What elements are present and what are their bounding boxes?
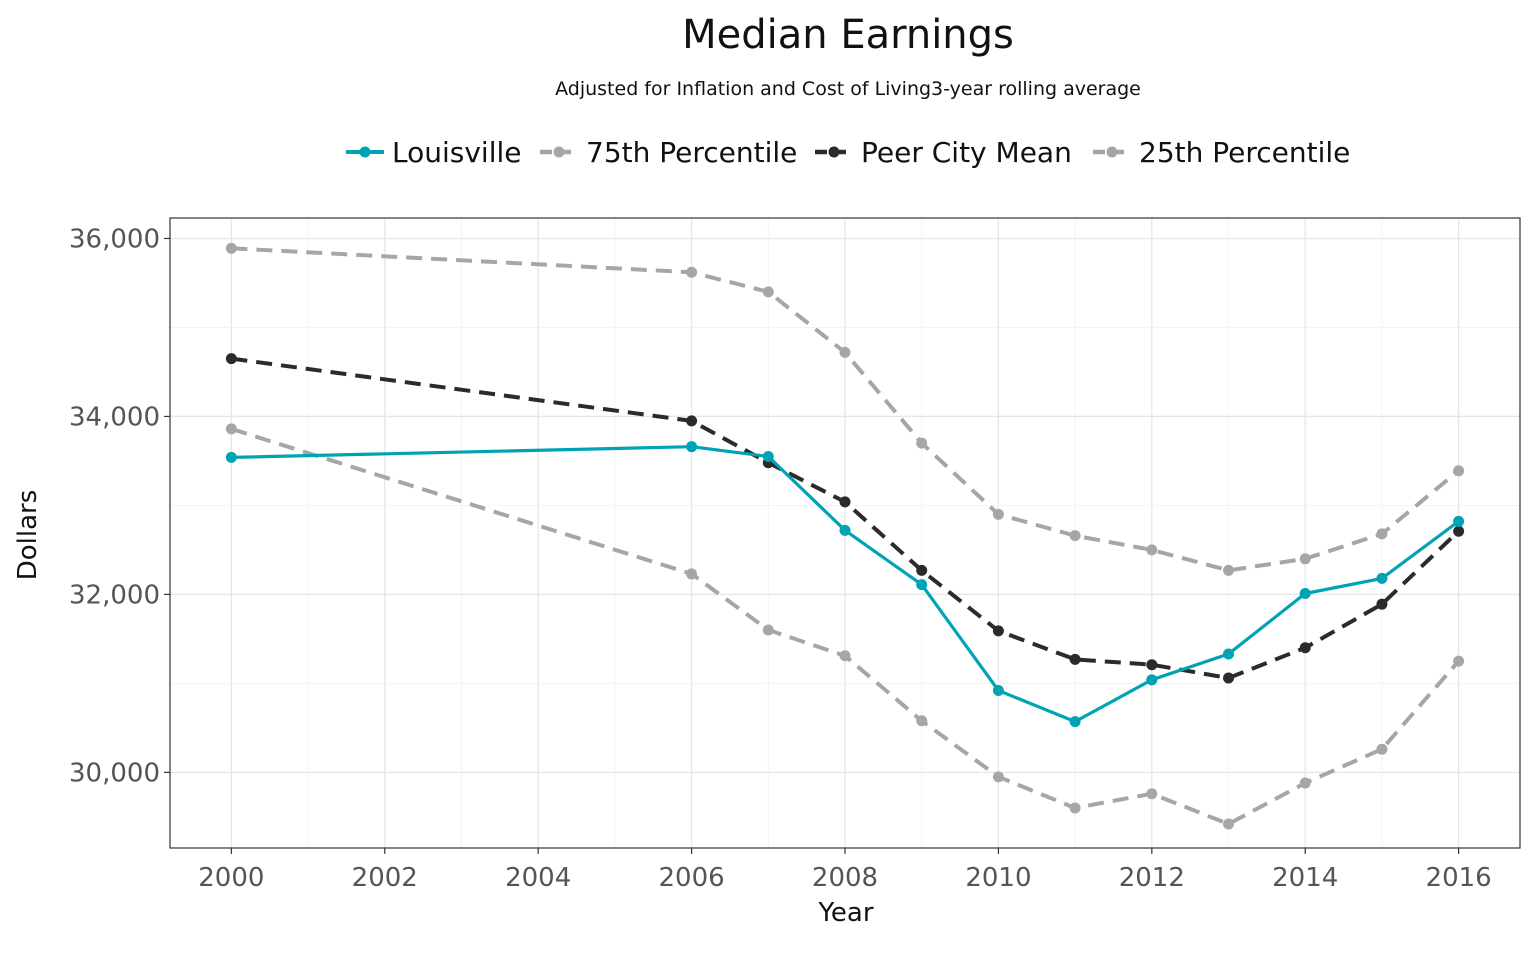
data-point (1376, 598, 1388, 610)
chart-subtitle: Adjusted for Inflation and Cost of Livin… (555, 78, 1141, 100)
x-tick-label: 2000 (198, 863, 264, 893)
grid-lines (170, 218, 1520, 848)
data-point (686, 266, 698, 278)
data-point (992, 508, 1004, 520)
legend-swatch-point (553, 146, 565, 158)
x-tick-label: 2014 (1272, 863, 1338, 893)
data-point (686, 441, 698, 453)
series-layer (225, 242, 1465, 830)
data-point (762, 286, 774, 298)
data-point (1299, 588, 1311, 600)
series-line (230, 426, 1461, 826)
legend-label: 25th Percentile (1139, 136, 1350, 169)
series-75th-percentile (225, 242, 1465, 576)
data-point (1453, 515, 1465, 527)
data-point (1223, 672, 1235, 684)
data-point (762, 624, 774, 636)
data-point (225, 242, 237, 254)
data-point (916, 564, 928, 576)
y-axis-ticks: 30,000 32,000 34,000 36,000 (69, 224, 170, 788)
data-point (1299, 553, 1311, 565)
data-point (1069, 530, 1081, 542)
data-point (1299, 777, 1311, 789)
legend-swatch-point (1106, 146, 1118, 158)
data-point (225, 451, 237, 463)
x-axis-title: Year (817, 898, 873, 928)
data-point (1146, 674, 1158, 686)
data-point (1146, 659, 1158, 671)
data-point (839, 496, 851, 508)
legend-label: Louisville (392, 136, 522, 169)
y-tick-label: 30,000 (69, 758, 160, 788)
data-point (916, 579, 928, 591)
data-point (992, 685, 1004, 696)
data-point (1376, 572, 1388, 584)
data-point (1223, 818, 1235, 830)
x-tick-label: 2010 (965, 863, 1031, 893)
data-point (916, 437, 928, 449)
legend-swatch-point (828, 146, 840, 158)
series-louisville (225, 441, 1465, 728)
data-point (1146, 544, 1158, 556)
data-point (225, 423, 237, 435)
legend-item-louisville: Louisville (346, 136, 522, 169)
data-point (1069, 802, 1081, 814)
legend-item-75th-percentile: 75th Percentile (540, 136, 797, 169)
data-point (839, 524, 851, 536)
y-tick-label: 34,000 (69, 402, 160, 432)
data-point (916, 715, 928, 727)
x-tick-label: 2016 (1426, 863, 1492, 893)
x-axis-ticks: 2000 2002 2004 2006 2008 2010 2012 2014 2016 (198, 848, 1492, 893)
y-tick-label: 32,000 (69, 580, 160, 610)
data-point (1069, 716, 1081, 728)
legend-item-25th-percentile: 25th Percentile (1093, 136, 1350, 169)
data-point (839, 346, 851, 358)
series-line (231, 445, 1460, 724)
y-axis-title: Dollars (13, 490, 43, 581)
series-line (231, 246, 1460, 573)
legend-label: Peer City Mean (861, 136, 1072, 169)
legend: Louisville 75th Percentile Peer City Mean 2… (346, 136, 1350, 169)
data-point (1453, 525, 1465, 537)
x-tick-label: 2006 (659, 863, 725, 893)
data-point (1223, 564, 1235, 576)
legend-label: 75th Percentile (586, 136, 797, 169)
x-tick-label: 2008 (812, 863, 878, 893)
data-point (1146, 788, 1158, 800)
legend-swatch-point (359, 146, 371, 158)
x-tick-label: 2002 (352, 863, 418, 893)
data-point (1223, 648, 1235, 660)
y-tick-label: 36,000 (69, 224, 160, 254)
data-point (992, 625, 1004, 637)
data-point (1376, 528, 1388, 540)
data-point (686, 415, 698, 427)
data-point (992, 771, 1004, 783)
data-point (1376, 743, 1388, 755)
data-point (686, 568, 698, 580)
series-25th-percentile (225, 423, 1465, 830)
x-tick-label: 2004 (505, 863, 571, 893)
data-point (1453, 655, 1465, 667)
chart-title: Median Earnings (682, 12, 1014, 58)
data-point (1453, 465, 1465, 477)
data-point (1299, 642, 1311, 654)
data-point (762, 450, 774, 462)
data-point (1069, 653, 1081, 665)
data-point (839, 650, 851, 662)
data-point (225, 353, 237, 365)
x-tick-label: 2012 (1119, 863, 1185, 893)
legend-item-peer-city-mean: Peer City Mean (815, 136, 1072, 169)
